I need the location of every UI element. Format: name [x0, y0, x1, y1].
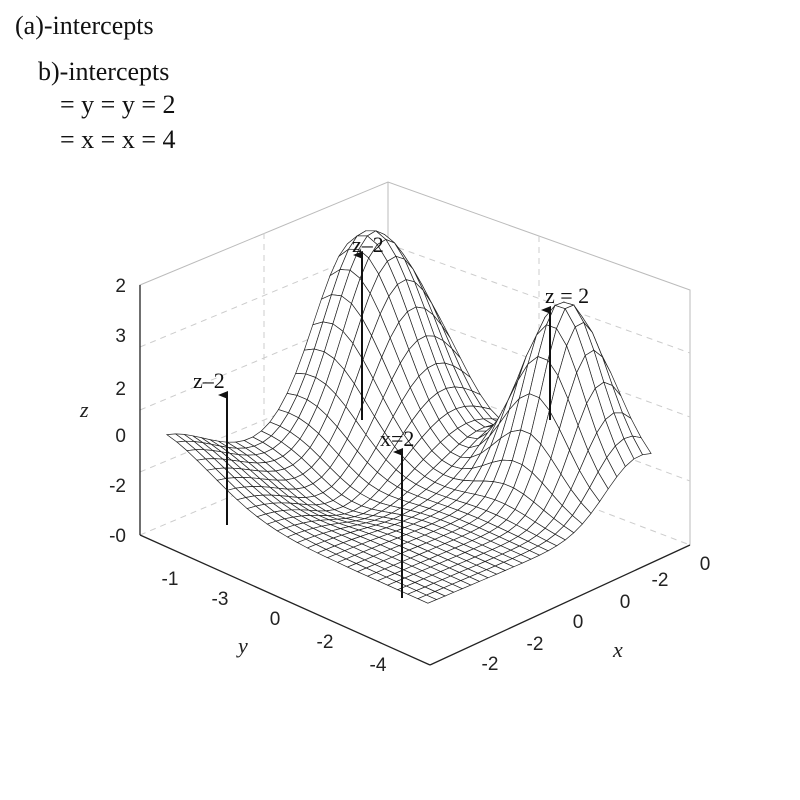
axes: 2 3 2 0 -2 -0 z -1 -3 0 -2 -4 y -2 -2 0 …	[79, 276, 710, 676]
y-tick-label: -4	[370, 655, 387, 676]
header-line: = y = y = 2	[60, 90, 176, 119]
annotations: z–2 z = 2 z–2 x=2	[193, 232, 589, 598]
surface-mesh	[165, 230, 652, 604]
x-axis-label: x	[612, 637, 623, 662]
z-tick-label: 0	[115, 426, 126, 447]
annotation: z–2	[352, 232, 384, 257]
grid-dash	[387, 367, 691, 482]
grid-dash	[387, 243, 691, 354]
y-tick-label: -2	[317, 632, 334, 653]
grid-dash	[387, 305, 691, 418]
x-tick-label: 0	[620, 592, 631, 613]
x-tick-label: 0	[700, 554, 711, 575]
header-line: = x = x = 4	[60, 125, 176, 154]
y-tick-label: -1	[162, 569, 179, 590]
y-tick-label: -3	[212, 589, 229, 610]
y-axis-label: y	[236, 633, 248, 658]
x-tick-label: -2	[527, 634, 544, 655]
z-axis-label: z	[79, 397, 89, 422]
annotation: z–2	[193, 368, 225, 393]
z-tick-label: 3	[115, 326, 126, 347]
header-line: b)-intercepts	[38, 57, 169, 86]
z-tick-label: -0	[109, 526, 126, 547]
x-tick-label: 0	[573, 612, 584, 633]
x-tick-label: -2	[652, 570, 669, 591]
x-tick-label: -2	[482, 654, 499, 675]
z-tick-label: 2	[115, 276, 126, 297]
header: (a)-intercepts b)-intercepts = y = y = 2…	[15, 11, 176, 154]
z-tick-label: 2	[115, 379, 126, 400]
annotation: x=2	[380, 426, 414, 451]
y-axis-line	[139, 534, 431, 666]
x-axis-line	[429, 544, 691, 666]
mesh-cell	[417, 594, 438, 604]
annotation: z = 2	[545, 283, 589, 308]
z-tick-label: -2	[109, 476, 126, 497]
y-tick-label: 0	[270, 609, 281, 630]
header-line: (a)-intercepts	[15, 11, 154, 40]
